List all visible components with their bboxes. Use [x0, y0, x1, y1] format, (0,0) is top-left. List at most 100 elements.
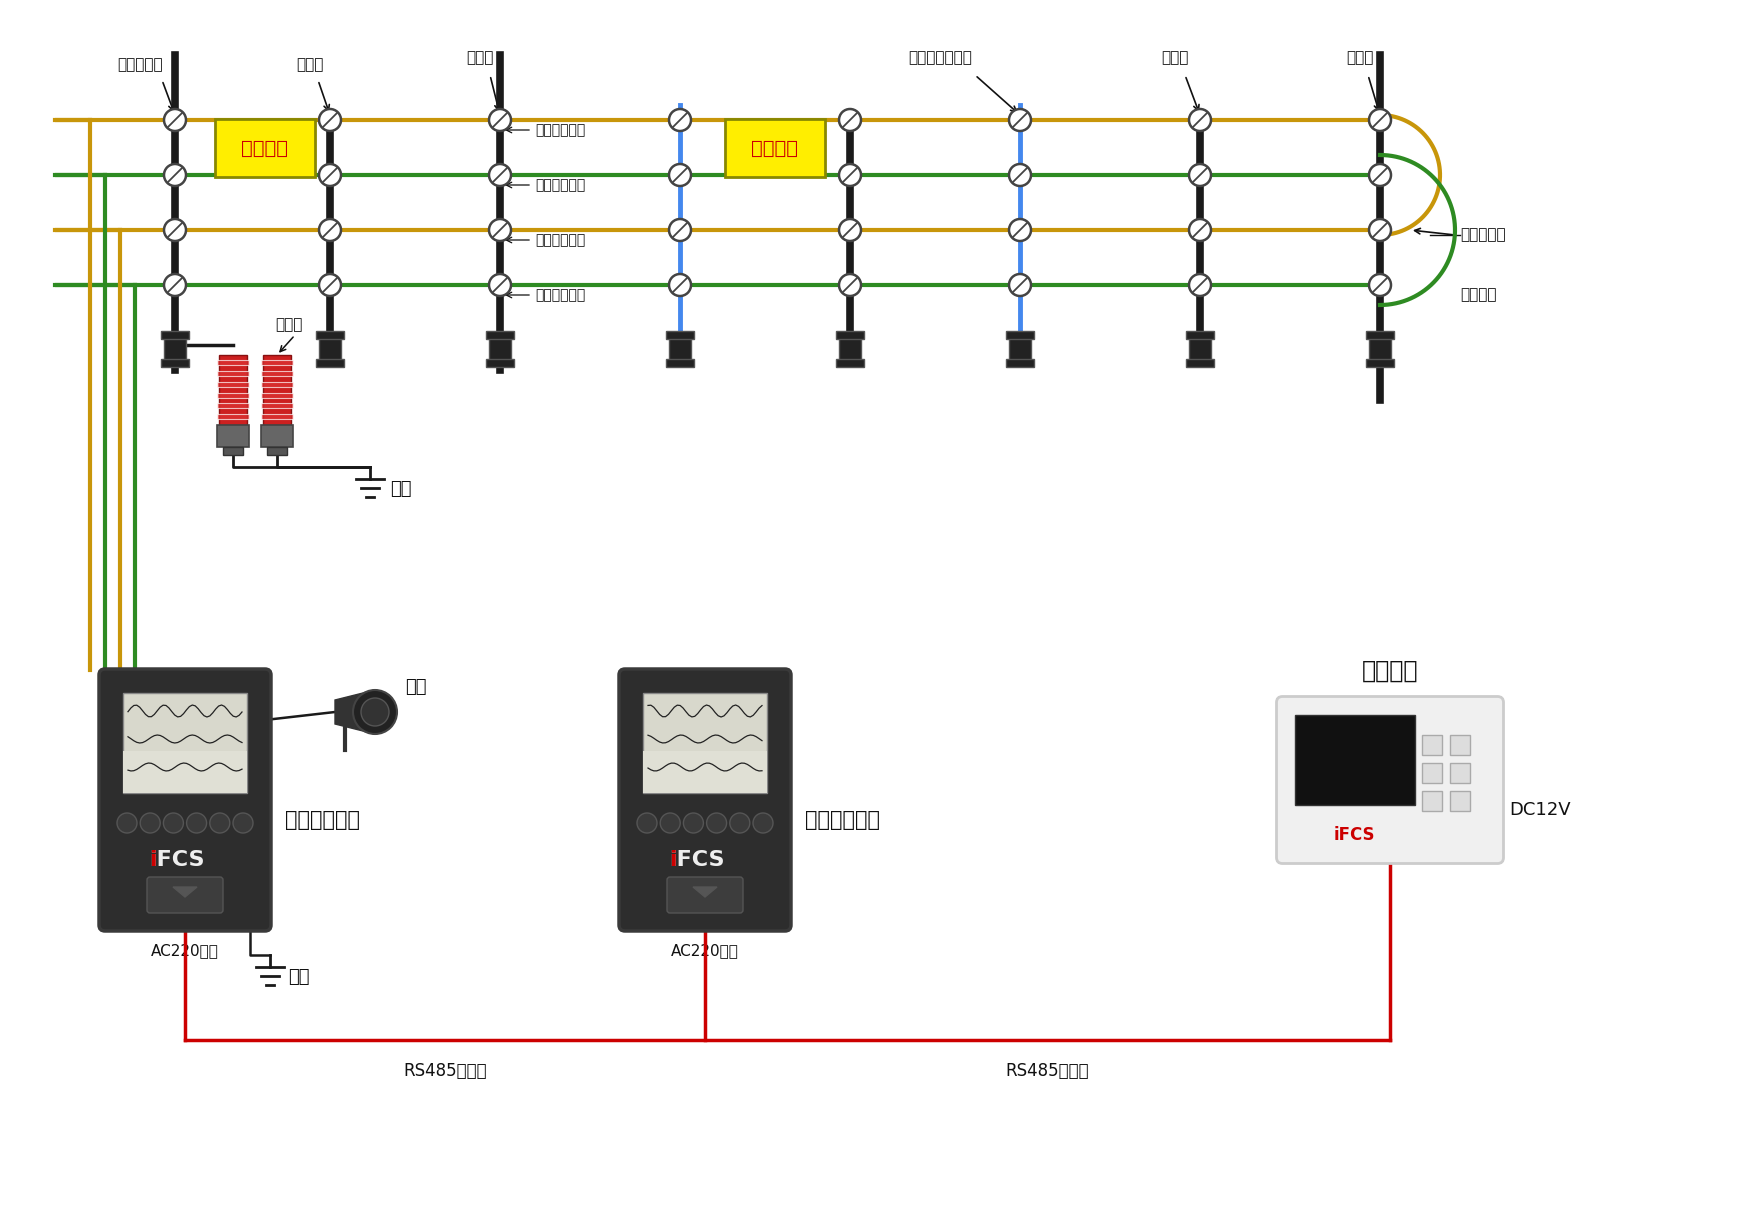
- Text: 电子围栏主机: 电子围栏主机: [805, 810, 880, 830]
- Text: 终端杆: 终端杆: [466, 51, 493, 65]
- Text: 用高压线跳通: 用高压线跳通: [536, 233, 584, 247]
- FancyBboxPatch shape: [1276, 697, 1503, 863]
- Circle shape: [233, 813, 254, 833]
- Text: 终端杆: 终端杆: [1346, 51, 1374, 65]
- Circle shape: [668, 164, 691, 185]
- Bar: [161, 331, 189, 339]
- Bar: [488, 335, 511, 364]
- Circle shape: [838, 164, 861, 185]
- Bar: [317, 359, 345, 367]
- Circle shape: [752, 813, 774, 833]
- Text: 电子围栏主机: 电子围栏主机: [285, 810, 360, 830]
- Bar: [261, 425, 292, 447]
- Circle shape: [1188, 219, 1211, 241]
- Circle shape: [838, 274, 861, 296]
- Bar: [317, 331, 345, 339]
- Circle shape: [354, 690, 397, 734]
- Bar: [1188, 335, 1211, 364]
- Circle shape: [1188, 164, 1211, 185]
- Text: iFCS: iFCS: [1334, 827, 1376, 845]
- Circle shape: [164, 219, 186, 241]
- Bar: [217, 415, 248, 419]
- Circle shape: [164, 109, 186, 131]
- Text: 用高压线跳通: 用高压线跳通: [536, 288, 584, 302]
- Text: 合金高压线: 合金高压线: [1460, 228, 1505, 242]
- Circle shape: [684, 813, 704, 833]
- Bar: [217, 393, 248, 398]
- Text: iFCS: iFCS: [668, 850, 724, 870]
- Bar: [261, 382, 292, 387]
- Circle shape: [210, 813, 229, 833]
- Text: 万向底座: 万向底座: [1460, 287, 1496, 303]
- Text: RS485通讯线: RS485通讯线: [1006, 1062, 1088, 1080]
- Circle shape: [668, 274, 691, 296]
- Bar: [1451, 791, 1470, 811]
- Circle shape: [1368, 219, 1391, 241]
- Bar: [1006, 359, 1034, 367]
- Text: 大地: 大地: [289, 968, 310, 987]
- Bar: [1368, 335, 1391, 364]
- Bar: [217, 382, 248, 387]
- FancyBboxPatch shape: [620, 669, 791, 931]
- Circle shape: [318, 109, 341, 131]
- Bar: [318, 335, 341, 364]
- FancyBboxPatch shape: [100, 669, 271, 931]
- Bar: [261, 360, 292, 365]
- Circle shape: [488, 274, 511, 296]
- Text: 线线连接器: 线线连接器: [117, 57, 163, 73]
- Bar: [268, 447, 287, 454]
- Bar: [487, 331, 514, 339]
- Circle shape: [1010, 164, 1031, 185]
- Circle shape: [360, 698, 388, 726]
- Circle shape: [488, 219, 511, 241]
- Bar: [1367, 331, 1395, 339]
- Text: AC220输入: AC220输入: [670, 943, 738, 957]
- Bar: [1451, 764, 1470, 783]
- Bar: [1006, 331, 1034, 339]
- Circle shape: [1188, 109, 1211, 131]
- Circle shape: [318, 274, 341, 296]
- FancyBboxPatch shape: [215, 119, 315, 177]
- Circle shape: [668, 219, 691, 241]
- Bar: [261, 404, 292, 408]
- Bar: [261, 371, 292, 376]
- Text: 大地: 大地: [390, 480, 411, 498]
- Bar: [642, 693, 766, 793]
- Bar: [1186, 359, 1214, 367]
- Circle shape: [488, 164, 511, 185]
- Bar: [222, 447, 243, 454]
- Circle shape: [318, 219, 341, 241]
- Circle shape: [1368, 109, 1391, 131]
- Bar: [1423, 791, 1442, 811]
- Text: 中间杆及绝缘子: 中间杆及绝缘子: [908, 51, 971, 65]
- Text: i: i: [668, 850, 677, 870]
- Bar: [123, 751, 247, 793]
- FancyBboxPatch shape: [724, 119, 824, 177]
- Circle shape: [668, 109, 691, 131]
- Text: 高压危险: 高压危险: [242, 138, 289, 158]
- Text: 警号: 警号: [404, 678, 427, 696]
- Bar: [667, 331, 695, 339]
- Circle shape: [707, 813, 726, 833]
- Text: RS485通讯线: RS485通讯线: [402, 1062, 486, 1080]
- Text: 控制键盘: 控制键盘: [1362, 658, 1418, 682]
- Circle shape: [1010, 109, 1031, 131]
- Circle shape: [318, 164, 341, 185]
- Bar: [217, 360, 248, 365]
- Circle shape: [117, 813, 136, 833]
- Text: 高压危险: 高压危险: [751, 138, 798, 158]
- Bar: [1010, 335, 1031, 364]
- Polygon shape: [693, 887, 717, 897]
- Bar: [217, 404, 248, 408]
- Text: AC220输入: AC220输入: [150, 943, 219, 957]
- Bar: [262, 355, 290, 425]
- Text: DC12V: DC12V: [1510, 801, 1572, 819]
- Circle shape: [730, 813, 749, 833]
- Text: 警示牌: 警示牌: [296, 57, 324, 73]
- Bar: [668, 335, 691, 364]
- Circle shape: [488, 109, 511, 131]
- FancyBboxPatch shape: [147, 877, 222, 913]
- Bar: [1367, 359, 1395, 367]
- Bar: [487, 359, 514, 367]
- Bar: [219, 355, 247, 425]
